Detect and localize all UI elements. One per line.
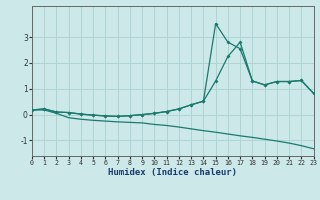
X-axis label: Humidex (Indice chaleur): Humidex (Indice chaleur) bbox=[108, 168, 237, 177]
